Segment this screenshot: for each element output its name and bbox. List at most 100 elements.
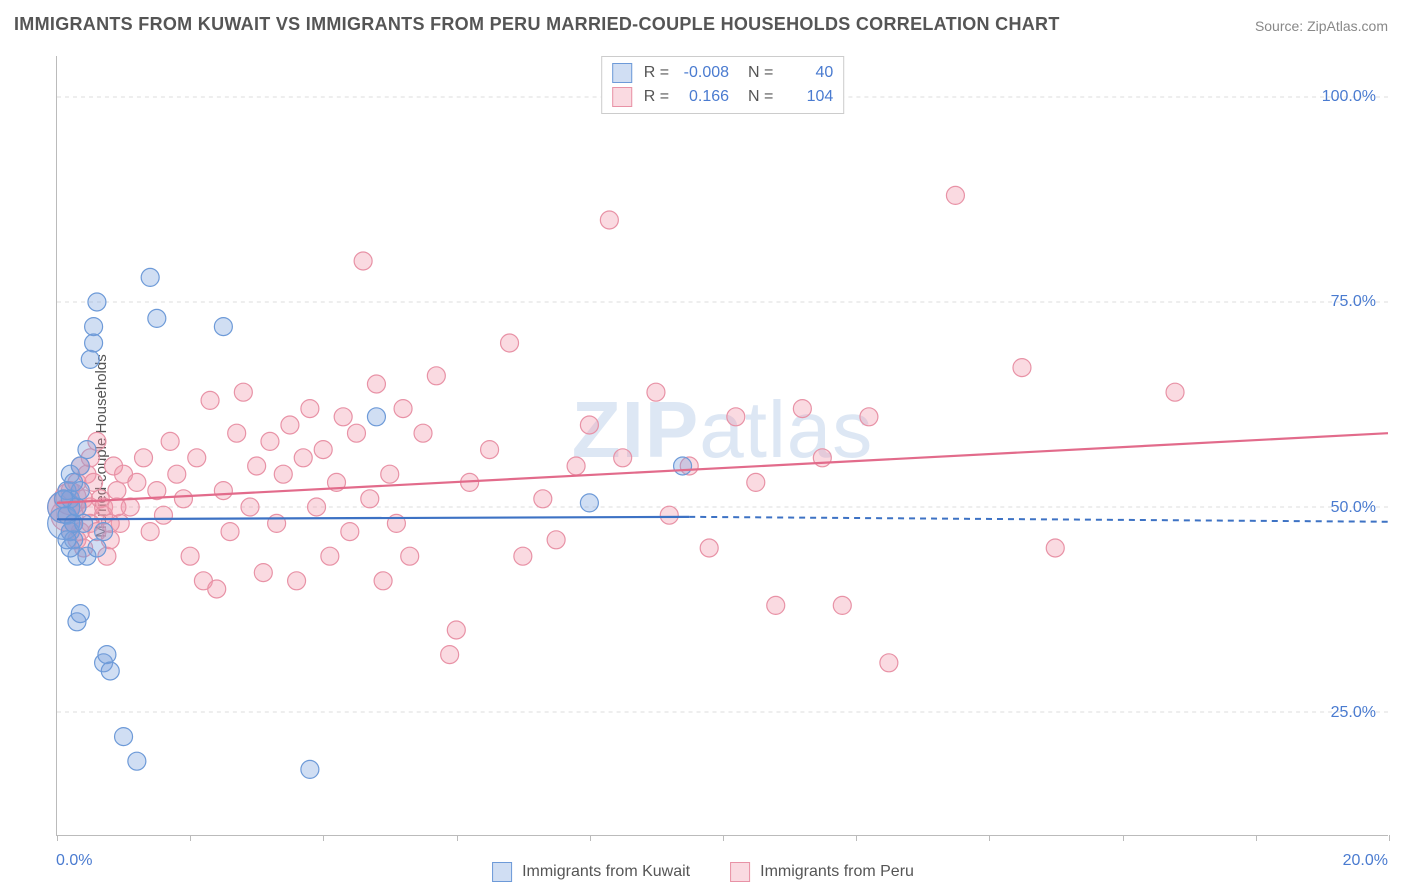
data-point <box>128 473 146 491</box>
data-point <box>441 646 459 664</box>
stat-n-label-b: N = <box>739 85 773 109</box>
y-tick-label: 50.0% <box>1331 499 1376 517</box>
data-point <box>700 539 718 557</box>
data-point <box>1046 539 1064 557</box>
data-point <box>374 572 392 590</box>
x-tick-mark <box>1123 835 1124 841</box>
data-point <box>314 441 332 459</box>
data-point <box>414 424 432 442</box>
data-point <box>880 654 898 672</box>
data-point <box>946 186 964 204</box>
data-point <box>201 391 219 409</box>
data-point <box>301 400 319 418</box>
source-label: Source: ZipAtlas.com <box>1255 18 1388 34</box>
legend-item-a: Immigrants from Kuwait <box>492 862 690 882</box>
data-point <box>85 334 103 352</box>
data-point <box>534 490 552 508</box>
data-point <box>288 572 306 590</box>
stats-row-b: R = 0.166 N = 104 <box>612 85 834 109</box>
data-point <box>1166 383 1184 401</box>
data-point <box>148 309 166 327</box>
data-point <box>580 416 598 434</box>
stats-row-a: R = -0.008 N = 40 <box>612 61 834 85</box>
y-tick-label: 25.0% <box>1331 704 1376 722</box>
x-tick-mark <box>1389 835 1390 841</box>
data-point <box>1013 359 1031 377</box>
data-point <box>208 580 226 598</box>
x-tick-mark <box>457 835 458 841</box>
data-point <box>600 211 618 229</box>
data-point <box>98 646 116 664</box>
data-point <box>341 523 359 541</box>
data-point <box>481 441 499 459</box>
data-point <box>274 465 292 483</box>
data-point <box>101 662 119 680</box>
data-point <box>294 449 312 467</box>
data-point <box>567 457 585 475</box>
data-point <box>81 350 99 368</box>
legend-label-b: Immigrants from Peru <box>760 863 914 881</box>
legend-item-b: Immigrants from Peru <box>730 862 914 882</box>
data-point <box>281 416 299 434</box>
data-point <box>248 457 266 475</box>
data-point <box>71 457 89 475</box>
data-point <box>833 596 851 614</box>
swatch-a-icon <box>612 63 632 83</box>
data-point <box>58 531 76 549</box>
data-point <box>514 547 532 565</box>
x-tick-mark <box>323 835 324 841</box>
data-point <box>367 408 385 426</box>
stat-r-value-a: -0.008 <box>679 61 729 85</box>
data-point <box>174 490 192 508</box>
data-point <box>181 547 199 565</box>
data-point <box>647 383 665 401</box>
data-point <box>85 318 103 336</box>
stat-n-label-a: N = <box>739 61 773 85</box>
data-point <box>108 482 126 500</box>
data-point <box>221 523 239 541</box>
data-point <box>71 605 89 623</box>
data-point <box>168 465 186 483</box>
data-point <box>261 432 279 450</box>
data-point <box>214 482 232 500</box>
chart-plot-area: ZIPatlas R = -0.008 N = 40 R = 0.166 N =… <box>56 56 1388 836</box>
data-point <box>308 498 326 516</box>
data-point <box>674 457 692 475</box>
x-tick-mark <box>856 835 857 841</box>
data-point <box>860 408 878 426</box>
data-point <box>75 514 93 532</box>
data-point <box>188 449 206 467</box>
data-point <box>135 449 153 467</box>
data-point <box>347 424 365 442</box>
data-point <box>334 408 352 426</box>
legend-swatch-a-icon <box>492 862 512 882</box>
x-tick-mark <box>57 835 58 841</box>
bottom-legend: Immigrants from Kuwait Immigrants from P… <box>492 862 914 882</box>
stat-r-label-a: R = <box>644 61 669 85</box>
data-point <box>78 441 96 459</box>
data-point <box>154 506 172 524</box>
data-point <box>727 408 745 426</box>
swatch-b-icon <box>612 87 632 107</box>
data-point <box>161 432 179 450</box>
data-point <box>268 514 286 532</box>
x-tick-1: 20.0% <box>1343 852 1388 870</box>
data-point <box>214 318 232 336</box>
x-tick-mark <box>590 835 591 841</box>
y-tick-label: 100.0% <box>1322 88 1376 106</box>
data-point <box>141 268 159 286</box>
data-point <box>660 506 678 524</box>
data-point <box>367 375 385 393</box>
legend-label-a: Immigrants from Kuwait <box>522 863 690 881</box>
data-point <box>88 539 106 557</box>
x-tick-mark <box>1256 835 1257 841</box>
x-tick-0: 0.0% <box>56 852 92 870</box>
data-point <box>361 490 379 508</box>
legend-swatch-b-icon <box>730 862 750 882</box>
scatter-svg <box>57 56 1388 835</box>
stat-n-value-b: 104 <box>783 85 833 109</box>
data-point <box>354 252 372 270</box>
data-point <box>65 473 83 491</box>
data-point <box>55 490 73 508</box>
stat-r-value-b: 0.166 <box>679 85 729 109</box>
